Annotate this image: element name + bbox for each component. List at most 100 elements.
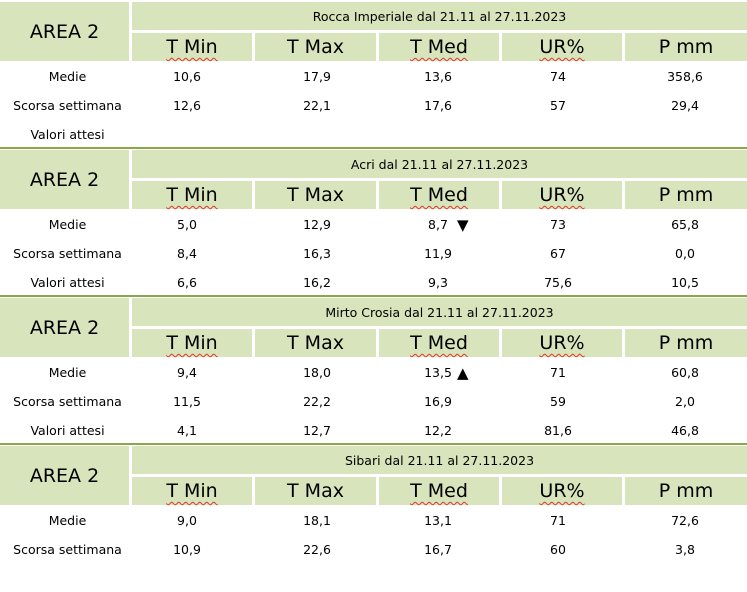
value-cell: 10,6: [173, 69, 201, 84]
value-cell: 12,2: [424, 423, 452, 438]
table-header: AREA 2 Rocca Imperiale dal 21.11 al 27.11…: [0, 2, 747, 61]
column-header: P mm: [625, 33, 747, 61]
column-header: T Max: [255, 329, 376, 357]
value-cell: 74: [550, 69, 566, 84]
value-cell: 11,5: [173, 394, 201, 409]
column-header: T Med: [379, 329, 499, 357]
value-cell: 17,9: [303, 69, 331, 84]
value-cell: 9,4: [177, 365, 197, 380]
value-cell: 5,0: [177, 217, 197, 232]
column-header: P mm: [625, 329, 747, 357]
column-header-label: UR%: [539, 480, 585, 502]
station-table: AREA 2 Rocca Imperiale dal 21.11 al 27.11…: [0, 2, 747, 148]
value-cell: 2,0: [675, 394, 695, 409]
value-cell: [518, 120, 598, 149]
column-header-label: T Min: [166, 36, 218, 58]
column-header-label: T Min: [166, 480, 218, 502]
row-label: Medie: [48, 513, 87, 528]
value-cell: 8,4: [177, 246, 197, 261]
row-label: Scorsa settimana: [13, 98, 122, 113]
column-header-label: T Max: [287, 332, 344, 354]
value-cell: 3,8: [675, 542, 695, 557]
value-cell: 18,1: [303, 513, 331, 528]
value-cell: [398, 120, 478, 149]
column-header-label: T Med: [410, 36, 468, 58]
value-cell: 13,6: [424, 69, 452, 84]
column-header-label: P mm: [658, 184, 714, 206]
column-header: UR%: [502, 477, 622, 505]
value-cell: 57: [550, 98, 566, 113]
value-cell: 75,6: [544, 275, 572, 290]
table-row: Valori attesi 4,1 12,7 12,2 81,6 46,8: [0, 416, 747, 445]
column-header: T Med: [379, 33, 499, 61]
column-header: P mm: [625, 477, 747, 505]
column-header-label: UR%: [539, 36, 585, 58]
value-cell: 13,5: [424, 365, 452, 380]
value-cell: [277, 120, 357, 149]
section-divider: [0, 443, 747, 445]
column-header-label: T Med: [410, 184, 468, 206]
value-cell: 10,5: [671, 275, 699, 290]
value-cell: 22,2: [303, 394, 331, 409]
table-row: Valori attesi 6,6 16,2 9,3 75,6 10,5: [0, 268, 747, 297]
column-header-label: T Med: [410, 480, 468, 502]
column-header-label: P mm: [658, 480, 714, 502]
value-cell: 16,2: [303, 275, 331, 290]
row-label: Valori attesi: [30, 423, 105, 438]
row-label: Medie: [48, 365, 87, 380]
table-row: Scorsa settimana 11,5 22,2 16,9 59 2,0: [0, 387, 747, 416]
area-label: AREA 2: [0, 298, 129, 357]
station-table: AREA 2 Mirto Crosia dal 21.11 al 27.11.20…: [0, 298, 747, 444]
column-header-label: T Med: [410, 332, 468, 354]
column-header: UR%: [502, 181, 622, 209]
value-cell: 10,9: [173, 542, 201, 557]
column-header: UR%: [502, 33, 622, 61]
value-cell: 22,1: [303, 98, 331, 113]
row-label: Scorsa settimana: [13, 394, 122, 409]
column-header-label: T Max: [287, 184, 344, 206]
value-cell: 12,9: [303, 217, 331, 232]
value-cell: 22,6: [303, 542, 331, 557]
value-cell: 59: [550, 394, 566, 409]
section-divider: [0, 295, 747, 297]
value-cell: 29,4: [671, 98, 699, 113]
row-label: Valori attesi: [30, 127, 105, 142]
value-cell: 4,1: [177, 423, 197, 438]
row-label: Valori attesi: [30, 275, 105, 290]
value-cell: [645, 120, 725, 149]
station-table: AREA 2 Acri dal 21.11 al 27.11.2023 T Min T…: [0, 150, 747, 296]
section-divider: [0, 147, 747, 149]
value-cell: 358,6: [667, 69, 703, 84]
value-cell: 81,6: [544, 423, 572, 438]
value-cell: 72,6: [671, 513, 699, 528]
value-cell: 67: [550, 246, 566, 261]
column-header-label: P mm: [658, 36, 714, 58]
column-header-label: UR%: [539, 332, 585, 354]
column-header: T Med: [379, 181, 499, 209]
column-header: UR%: [502, 329, 622, 357]
value-cell: 71: [550, 513, 566, 528]
column-header-label: T Min: [166, 332, 218, 354]
column-header: T Med: [379, 477, 499, 505]
value-cell: 16,3: [303, 246, 331, 261]
column-header: P mm: [625, 181, 747, 209]
value-cell: 73: [550, 217, 566, 232]
table-row: Scorsa settimana 10,9 22,6 16,7 60 3,8: [0, 535, 747, 564]
value-cell: 65,8: [671, 217, 699, 232]
table-header: AREA 2 Sibari dal 21.11 al 27.11.2023 T Mi…: [0, 446, 747, 505]
table-row: Medie 5,0 12,9 8,7 73 65,8 ▼: [0, 210, 747, 239]
table-row: Medie 9,0 18,1 13,1 71 72,6: [0, 506, 747, 535]
value-cell: 12,6: [173, 98, 201, 113]
station-title: Acri dal 21.11 al 27.11.2023: [132, 150, 747, 178]
trend-up-icon: ▲: [457, 363, 469, 382]
trend-down-icon: ▼: [457, 215, 469, 234]
column-header-label: T Min: [166, 184, 218, 206]
row-label: Medie: [48, 217, 87, 232]
value-cell: 8,7: [428, 217, 448, 232]
row-label: Scorsa settimana: [13, 246, 122, 261]
station-title: Mirto Crosia dal 21.11 al 27.11.2023: [132, 298, 747, 326]
value-cell: [147, 120, 227, 149]
table-header: AREA 2 Acri dal 21.11 al 27.11.2023 T Min T…: [0, 150, 747, 209]
column-header-label: UR%: [539, 184, 585, 206]
value-cell: 71: [550, 365, 566, 380]
